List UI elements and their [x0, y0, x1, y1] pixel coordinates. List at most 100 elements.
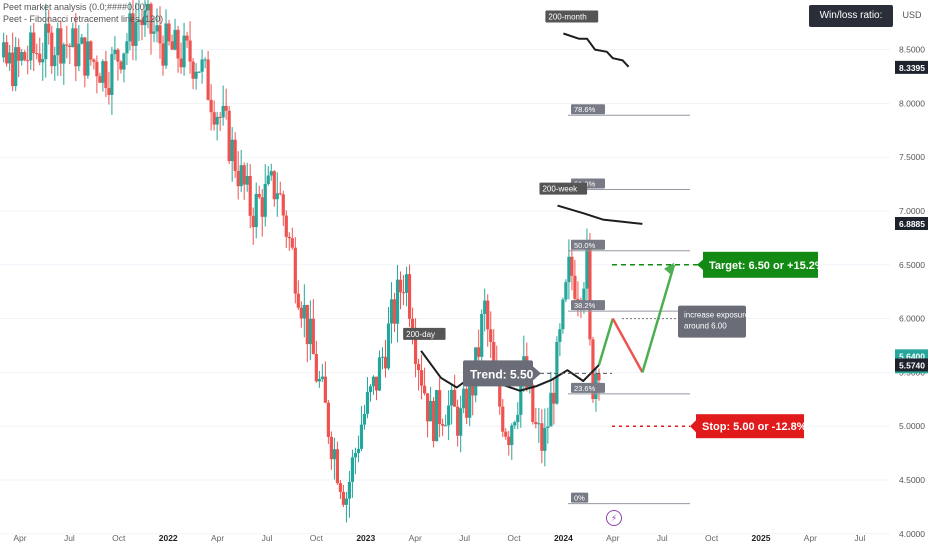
- candle-body: [203, 59, 207, 61]
- candle: [447, 390, 451, 441]
- candle-body: [314, 354, 318, 382]
- candle-body: [416, 363, 421, 371]
- candle: [272, 170, 276, 207]
- candle-body: [425, 393, 430, 422]
- indicator-legend-1: Peet market analysis (0.0;####0.00): [3, 2, 148, 12]
- candle: [104, 50, 108, 97]
- candle-body: [185, 35, 189, 41]
- target-pointer: [697, 258, 704, 271]
- candle: [543, 408, 547, 467]
- candle-body: [320, 376, 324, 379]
- candle-body: [56, 28, 60, 56]
- x-tick-label: 2022: [159, 533, 178, 543]
- x-tick-label: Oct: [112, 533, 126, 543]
- candle-body: [395, 279, 400, 324]
- candle-body: [368, 386, 373, 392]
- candle-body: [359, 424, 364, 449]
- candle-body: [86, 41, 90, 76]
- candle-body: [290, 238, 294, 248]
- x-tick-label: Oct: [705, 533, 719, 543]
- moving-average: 200-month: [545, 10, 630, 68]
- x-tick-label: Apr: [13, 533, 26, 543]
- candle: [248, 163, 252, 229]
- candle: [245, 162, 249, 192]
- candle-body: [26, 60, 30, 62]
- candle-body: [95, 61, 99, 77]
- candle: [323, 361, 327, 403]
- candle-body: [362, 413, 367, 425]
- candle: [191, 58, 195, 90]
- fib-label-bg: [571, 239, 605, 250]
- candle-body: [47, 23, 51, 33]
- candle-body: [74, 28, 78, 67]
- y-tick-label: 4.5000: [899, 475, 925, 485]
- candle: [383, 339, 388, 378]
- price-label: 6.8885: [899, 219, 925, 229]
- fib-label-bg: [571, 492, 589, 503]
- indicator-legend-2: Peet - Fibonacci retracement lines (120): [3, 14, 164, 24]
- x-tick-label: Apr: [409, 533, 422, 543]
- candle: [164, 9, 168, 69]
- candle: [179, 42, 183, 74]
- candle: [552, 379, 556, 425]
- lightning-icon[interactable]: ⚡: [606, 510, 622, 526]
- currency-label[interactable]: USD: [898, 5, 926, 25]
- candle-body: [489, 329, 493, 342]
- fib-label-bg: [571, 382, 605, 393]
- candle: [47, 9, 51, 45]
- candle-body: [404, 274, 409, 293]
- candle-body: [501, 406, 505, 432]
- y-tick-label: 7.0000: [899, 206, 925, 216]
- candle: [290, 227, 294, 250]
- candle: [185, 31, 189, 48]
- ma-label-bg: [545, 10, 599, 23]
- candle: [230, 127, 234, 182]
- candle: [260, 189, 264, 237]
- candle-body: [441, 424, 445, 426]
- x-tick-label: Apr: [606, 533, 619, 543]
- candle-body: [35, 53, 39, 55]
- candle-body: [329, 436, 333, 460]
- candle: [83, 36, 87, 88]
- candle: [516, 402, 520, 430]
- candle-body: [419, 370, 424, 386]
- candle-body: [438, 390, 442, 425]
- candle-body: [350, 457, 355, 482]
- candle: [395, 264, 400, 343]
- candle: [278, 181, 282, 196]
- y-tick-label: 6.0000: [899, 314, 925, 324]
- x-tick-label: Jul: [262, 533, 273, 543]
- candle: [143, 0, 147, 37]
- candle-body: [89, 41, 93, 60]
- candle: [380, 347, 385, 370]
- candle: [269, 163, 273, 181]
- candle-body: [194, 71, 198, 79]
- price-label: 5.5740: [899, 360, 925, 370]
- candle: [98, 72, 102, 83]
- candle: [311, 299, 315, 355]
- candle-body: [582, 288, 586, 305]
- candle-body: [371, 376, 376, 387]
- candle: [296, 280, 300, 310]
- candle: [161, 35, 165, 76]
- candle-body: [386, 323, 391, 369]
- candle-body: [422, 385, 427, 394]
- candle-body: [392, 299, 397, 324]
- candle: [17, 38, 21, 78]
- candle-body: [257, 193, 261, 198]
- candle-body: [332, 449, 336, 460]
- candle-body: [591, 339, 595, 400]
- candle: [305, 304, 309, 363]
- y-tick-label: 6.5000: [899, 260, 925, 270]
- candle-body: [407, 274, 412, 319]
- candle-body: [71, 28, 75, 48]
- candle: [480, 309, 484, 365]
- candle: [137, 0, 141, 42]
- candle-body: [260, 197, 264, 217]
- candle: [41, 42, 45, 81]
- candle: [146, 0, 150, 29]
- candle-body: [486, 300, 490, 330]
- candle-body: [104, 61, 108, 89]
- candle-body: [585, 240, 589, 289]
